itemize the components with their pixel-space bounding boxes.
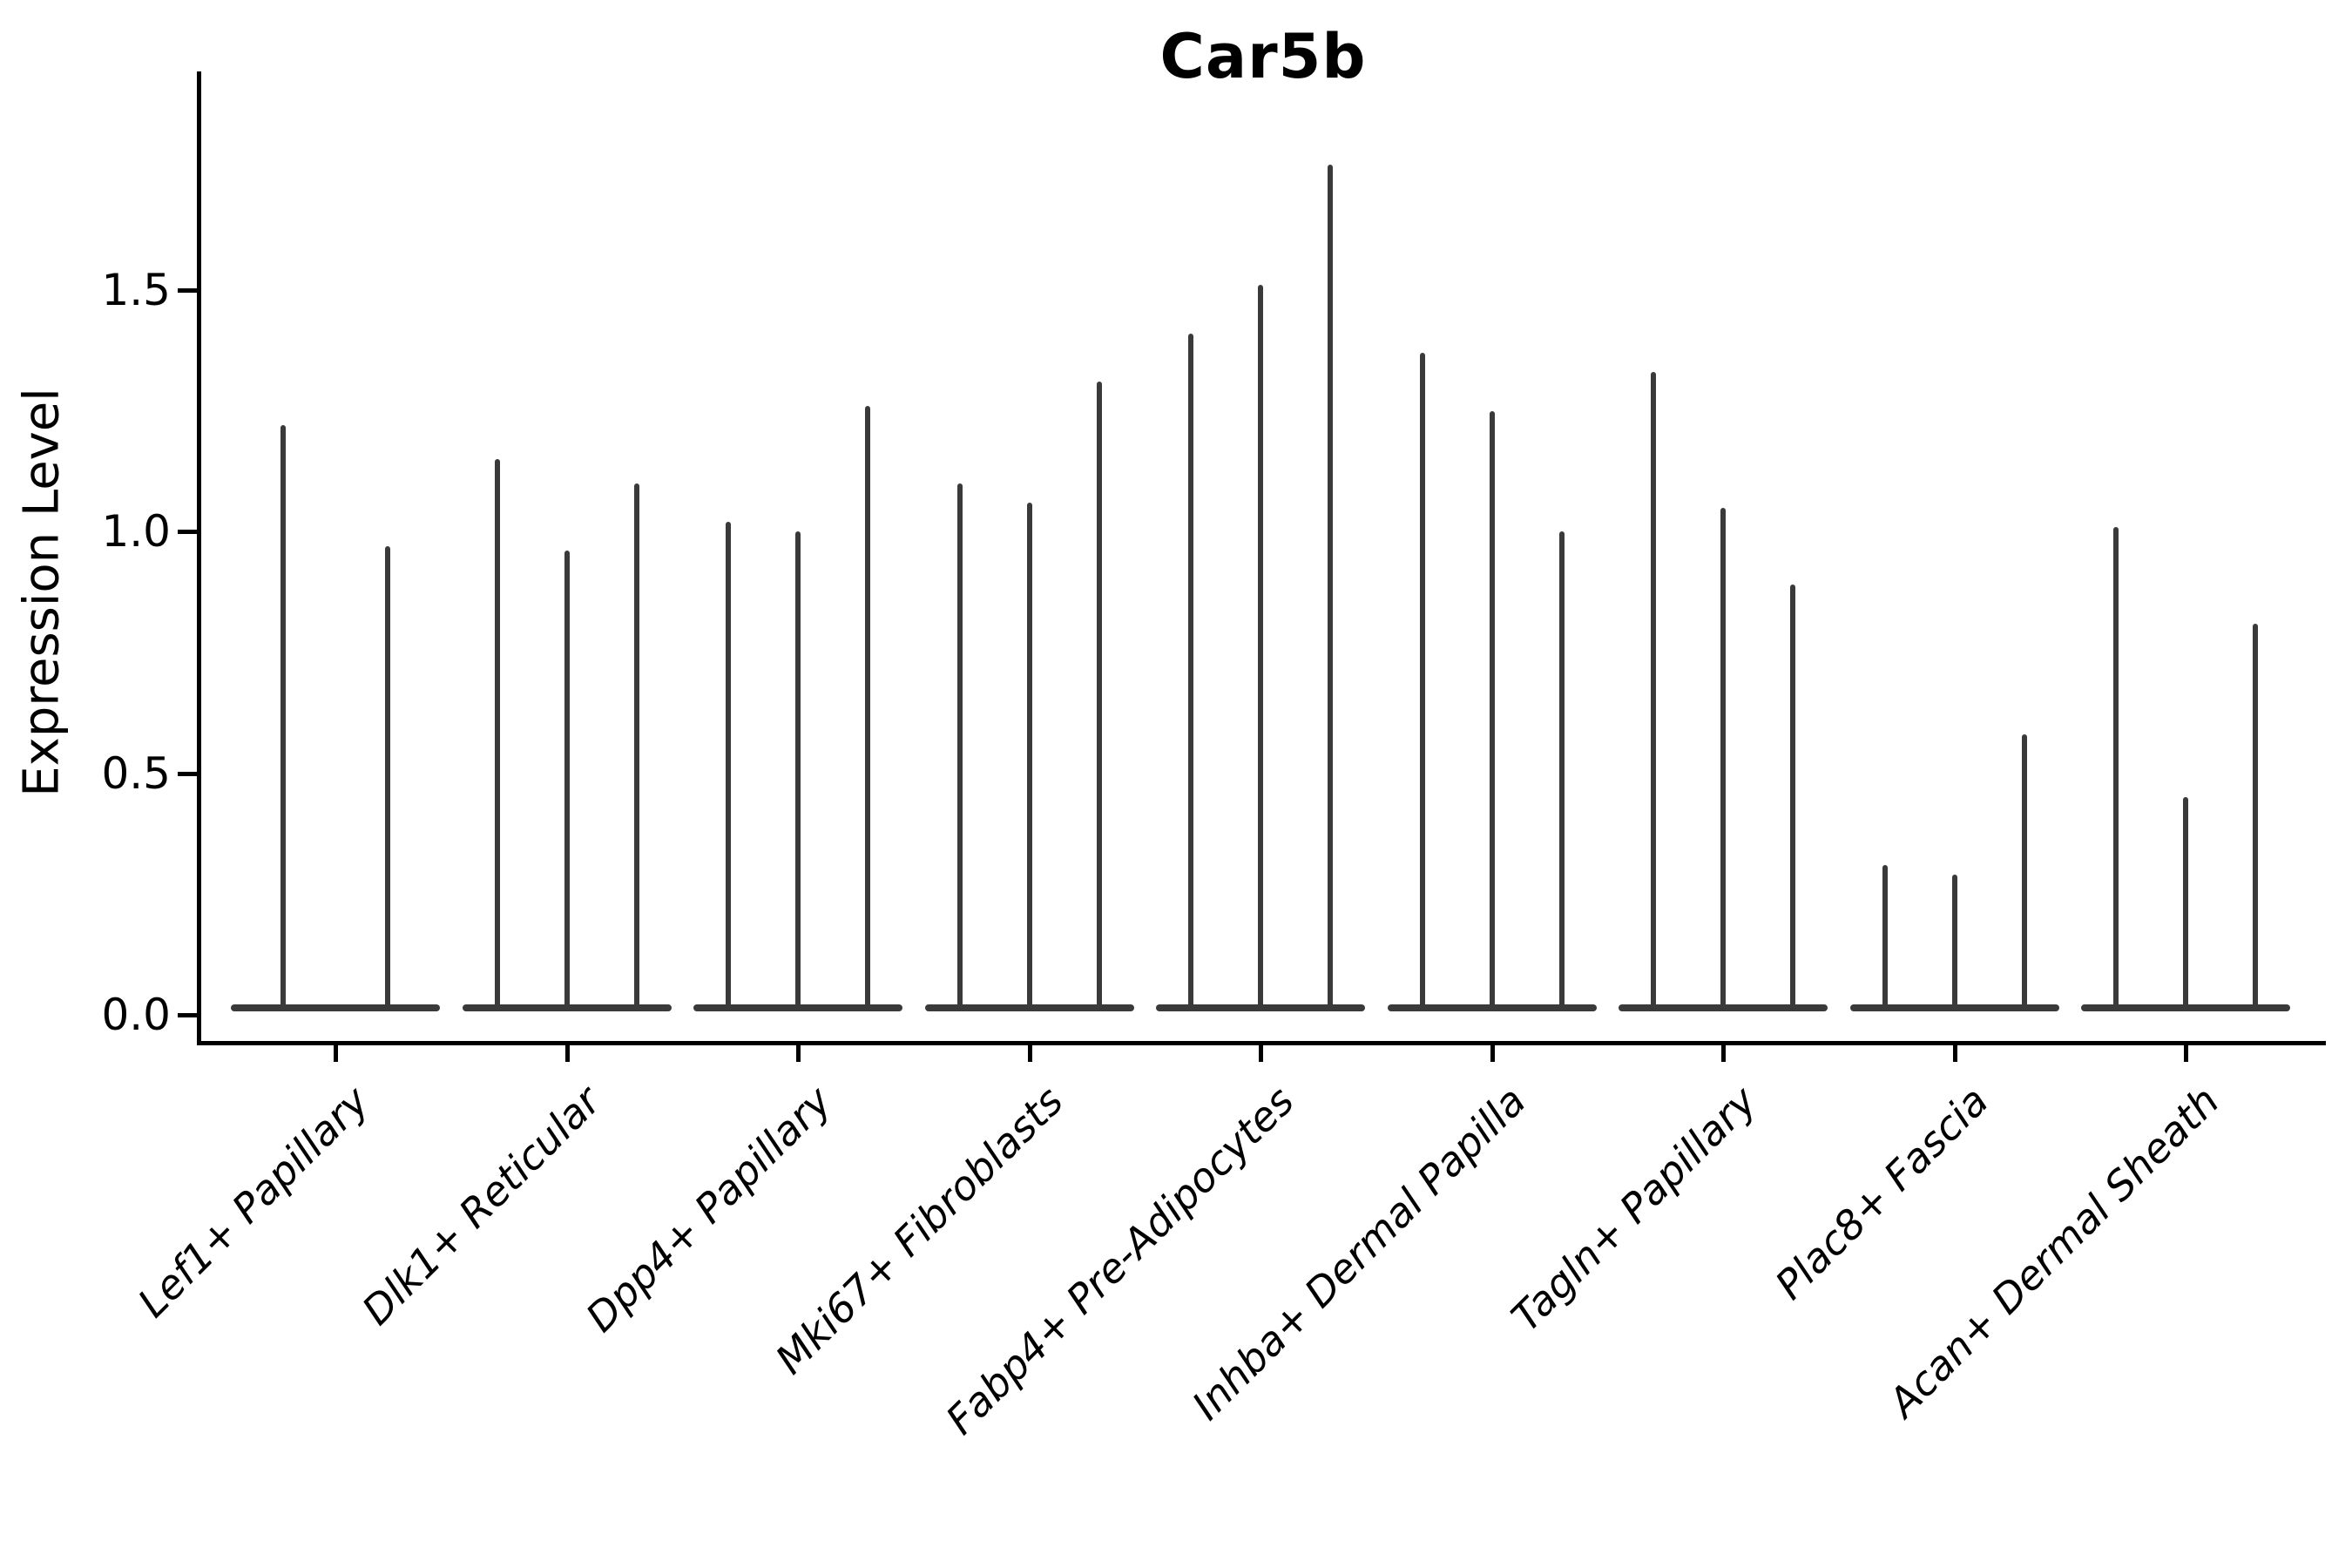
violin	[1258, 285, 1263, 1011]
y-tick-mark	[178, 287, 197, 293]
violin	[2183, 797, 2188, 1011]
y-tick-label: 1.5	[101, 264, 171, 315]
x-tick-mark	[796, 1043, 801, 1062]
y-tick-label: 1.0	[101, 506, 171, 558]
violin	[1651, 372, 1656, 1011]
violin	[385, 545, 390, 1011]
x-tick-mark	[334, 1043, 338, 1062]
violin	[1188, 333, 1193, 1011]
x-tick-mark	[1952, 1043, 1957, 1062]
y-tick-mark	[178, 530, 197, 535]
x-tick-mark	[1490, 1043, 1495, 1062]
violin	[726, 522, 731, 1011]
chart-title: Car5b	[1159, 21, 1367, 92]
x-tick-label: Plac8+ Fascia	[1765, 1077, 1997, 1308]
violin	[1951, 875, 1957, 1011]
x-tick-label: Dlk1+ Reticular	[352, 1077, 610, 1335]
violin	[564, 551, 570, 1011]
violin	[865, 406, 870, 1011]
violin	[1790, 585, 1795, 1011]
violin	[633, 483, 639, 1011]
y-tick-mark	[178, 771, 197, 776]
y-axis-spine	[197, 71, 201, 1045]
violin	[1026, 503, 1032, 1011]
y-tick-mark	[178, 1013, 197, 1017]
x-tick-label: Fabp4+ Pre-Adipocytes	[936, 1077, 1303, 1444]
violin	[956, 483, 963, 1011]
x-tick-mark	[1259, 1043, 1263, 1062]
violin	[1328, 164, 1333, 1011]
violin	[1558, 531, 1565, 1011]
violin	[1882, 865, 1888, 1011]
violin	[1096, 382, 1102, 1011]
violin	[1720, 507, 1726, 1011]
x-tick-label: Tagln+ Papillary	[1502, 1077, 1766, 1341]
x-tick-mark	[2184, 1043, 2188, 1062]
violin	[2253, 623, 2258, 1011]
x-tick-mark	[564, 1043, 570, 1062]
violin	[494, 459, 500, 1011]
violin-group-base	[231, 1004, 440, 1011]
violin	[795, 531, 801, 1011]
y-tick-label: 0.0	[101, 990, 171, 1040]
violin	[2113, 526, 2119, 1011]
violin	[1419, 353, 1425, 1011]
violin	[1489, 410, 1495, 1011]
x-tick-label: Acan+ Dermal Sheath	[1879, 1077, 2228, 1427]
x-tick-mark	[1027, 1043, 1032, 1062]
x-tick-label: Mki67+ Fibroblasts	[766, 1077, 1072, 1383]
violin	[2021, 734, 2027, 1011]
y-tick-label: 0.5	[101, 747, 171, 799]
x-tick-label: Dpp4+ Papillary	[577, 1077, 841, 1342]
x-tick-label: Inhba+ Dermal Papilla	[1182, 1077, 1535, 1429]
x-tick-mark	[1721, 1043, 1726, 1062]
violin	[280, 425, 286, 1011]
